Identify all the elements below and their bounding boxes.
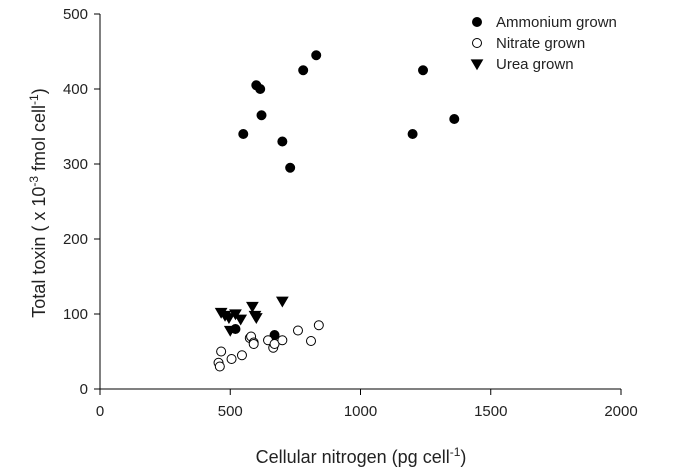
data-point bbox=[236, 350, 247, 361]
data-point bbox=[216, 346, 227, 357]
y-axis-ticks: 0 100 200 300 400 500 bbox=[63, 6, 100, 398]
data-point bbox=[256, 110, 267, 121]
legend-item: Nitrate grown bbox=[472, 35, 585, 52]
data-point bbox=[229, 309, 242, 321]
data-point bbox=[234, 314, 248, 326]
legend-item: Urea grown bbox=[470, 56, 574, 73]
legend: Ammonium grown Nitrate grown Urea grown bbox=[470, 14, 617, 73]
x-tick-label: 0 bbox=[96, 403, 104, 420]
x-axis-title: Cellular nitrogen (pg cell-1) bbox=[256, 445, 467, 467]
data-point bbox=[223, 325, 237, 337]
legend-label: Ammonium grown bbox=[496, 14, 617, 31]
y-tick-label: 100 bbox=[63, 306, 88, 323]
data-point bbox=[285, 162, 296, 173]
data-point bbox=[249, 313, 263, 324]
series-nitrate-grown bbox=[213, 320, 324, 372]
data-point bbox=[306, 336, 317, 346]
legend-item: Ammonium grown bbox=[472, 14, 617, 31]
legend-marker bbox=[472, 38, 482, 48]
data-point bbox=[449, 114, 460, 124]
y-tick-label: 400 bbox=[63, 81, 88, 98]
data-point bbox=[214, 361, 225, 372]
x-axis-ticks: 0 500 1000 1500 2000 bbox=[96, 389, 638, 420]
data-point bbox=[269, 339, 280, 349]
data-point bbox=[407, 129, 418, 139]
y-tick-label: 300 bbox=[63, 156, 88, 173]
data-point bbox=[248, 339, 259, 349]
y-axis-title: Total toxin ( x 10-3 fmol cell-1) bbox=[27, 88, 49, 317]
data-point bbox=[298, 65, 309, 76]
data-point bbox=[311, 50, 322, 61]
y-tick-label: 200 bbox=[63, 231, 88, 248]
data-point bbox=[277, 335, 288, 346]
data-point bbox=[255, 84, 266, 94]
y-tick-label: 0 bbox=[80, 381, 88, 398]
x-tick-label: 2000 bbox=[604, 403, 637, 420]
x-tick-label: 500 bbox=[218, 403, 243, 420]
data-point bbox=[275, 296, 289, 308]
series-urea-grown bbox=[214, 296, 289, 337]
data-point bbox=[238, 129, 249, 139]
y-tick-label: 500 bbox=[63, 6, 88, 23]
data-points bbox=[213, 50, 460, 372]
data-point bbox=[277, 136, 288, 147]
data-point bbox=[226, 354, 237, 364]
data-point bbox=[313, 320, 324, 331]
data-point bbox=[418, 65, 429, 76]
legend-label: Nitrate grown bbox=[496, 35, 585, 52]
x-tick-label: 1000 bbox=[344, 403, 377, 420]
legend-marker bbox=[470, 59, 484, 71]
legend-marker bbox=[472, 17, 482, 27]
data-point bbox=[292, 325, 303, 336]
series-ammonium-grown bbox=[230, 50, 460, 340]
data-point bbox=[222, 313, 236, 324]
x-tick-label: 1500 bbox=[474, 403, 507, 420]
data-point bbox=[246, 301, 259, 313]
legend-label: Urea grown bbox=[496, 56, 574, 73]
